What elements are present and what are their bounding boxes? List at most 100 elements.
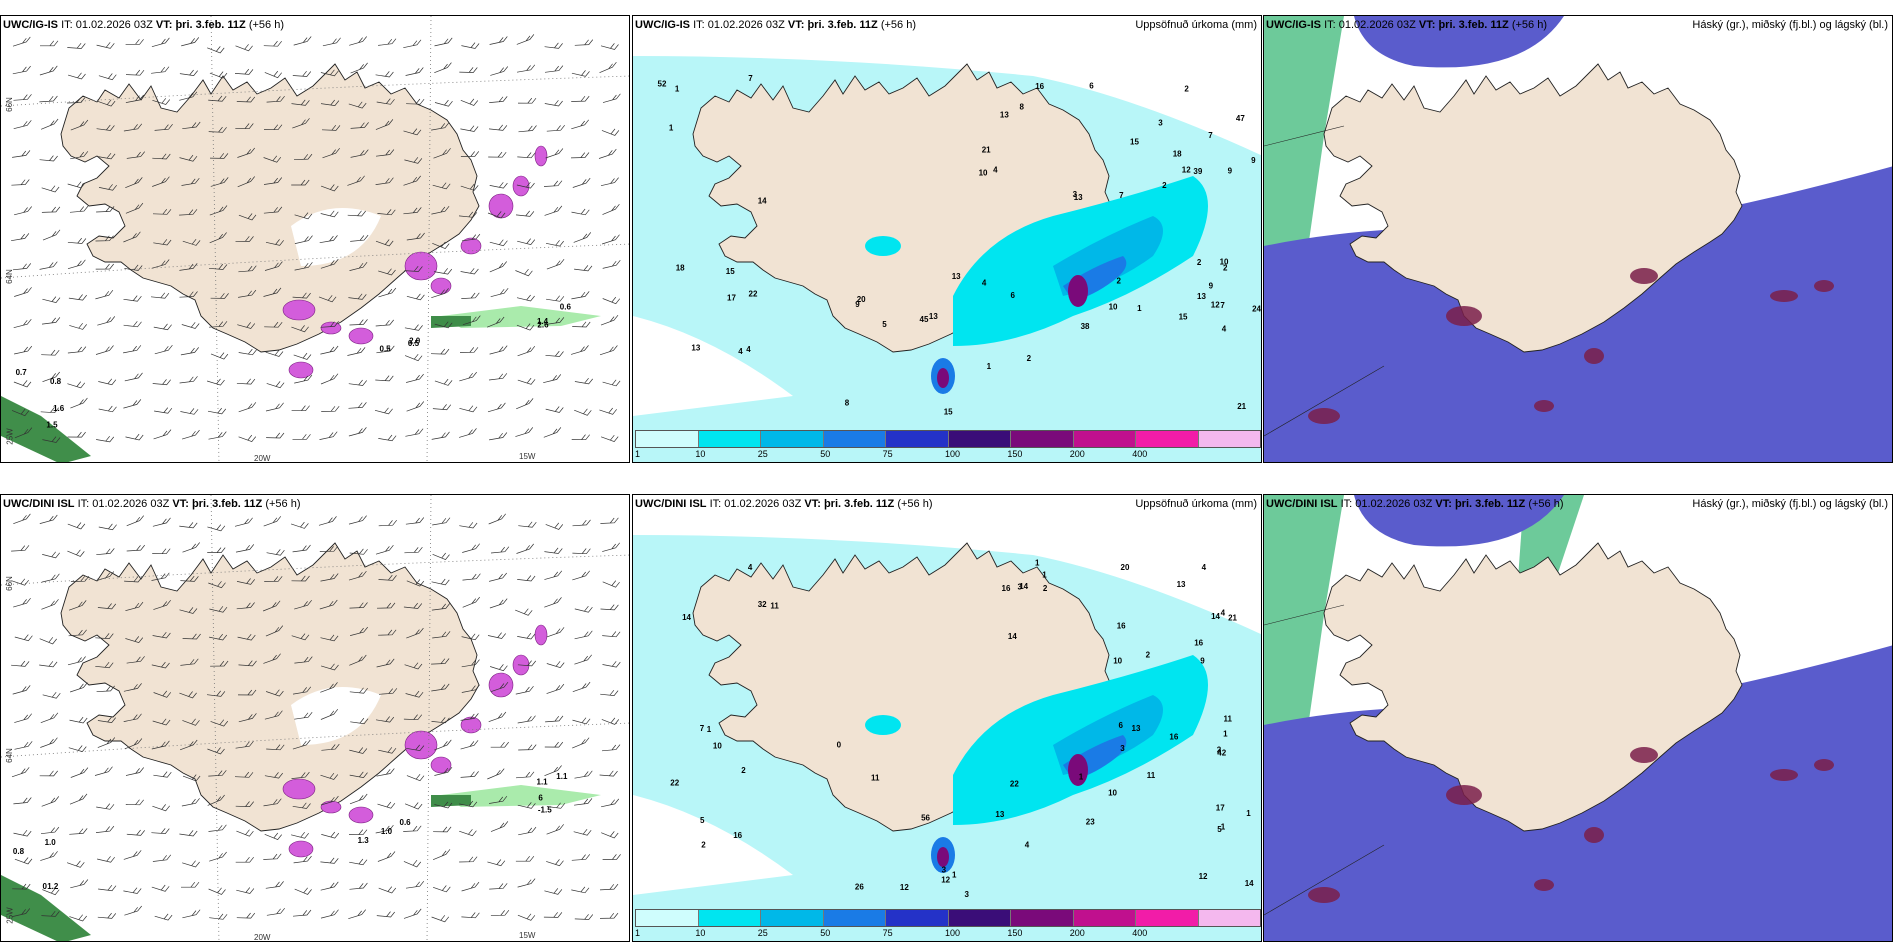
wind-barb [459, 347, 479, 353]
wind-barb [406, 98, 425, 105]
wind-barb [13, 597, 31, 608]
wind-barb [517, 238, 536, 245]
precip-value-label: 2 [1162, 181, 1167, 190]
wind-barb [375, 239, 394, 247]
wind-barb [97, 316, 116, 326]
wind-value-label: 1.0 [45, 838, 57, 847]
wind-barb [96, 124, 115, 131]
lead-time: (+56 h) [1511, 19, 1547, 31]
wind-barb [125, 767, 144, 776]
wind-barb [434, 37, 453, 47]
valid-time-label: VT: [155, 19, 173, 31]
wind-barb [125, 799, 144, 806]
wind-barb [40, 40, 59, 47]
wind-barb [292, 434, 311, 440]
precip-value-label: 2 [1223, 264, 1228, 273]
precip-value-label: 21 [982, 146, 991, 155]
wind-barb [320, 909, 339, 919]
precip-value-label: 9 [1251, 156, 1256, 165]
wind-barb [431, 578, 450, 586]
wind-barb [545, 148, 564, 159]
wind-barb [179, 607, 198, 614]
wind-barb [207, 46, 225, 54]
wind-barb [378, 574, 397, 581]
wind-barb [69, 682, 88, 693]
precip-value-label: 18 [1173, 150, 1182, 159]
model-name: UWC/DINI ISL [3, 498, 75, 510]
wind-barb [462, 573, 481, 581]
wind-barb [403, 825, 422, 832]
legend-swatch [636, 431, 699, 447]
wind-barb [153, 771, 172, 778]
wind-barb [572, 737, 590, 749]
wind-barb [42, 551, 60, 559]
wind-barb [179, 522, 198, 529]
precip-value-label: 14 [758, 196, 767, 205]
wind-barb [318, 516, 337, 526]
wind-barb [179, 376, 198, 384]
mid-cloud-area [1814, 280, 1834, 292]
wind-barb [291, 99, 310, 106]
wind-barb [294, 374, 313, 384]
precip-value-label: 2 [1043, 584, 1048, 593]
wind-barb [516, 294, 535, 302]
wind-barb [599, 61, 617, 74]
wind-barb [293, 855, 312, 864]
wind-barb [151, 661, 170, 669]
wind-barb [67, 431, 86, 438]
wind-barb [570, 152, 590, 159]
map-panel-p1: 1.5 2.6 2.0 0.8 0.6 0.5 1.6 1.4 0.5 0.7 UWC/IG-IS … [0, 15, 630, 463]
wind-barb [318, 295, 337, 303]
wind-barb [265, 881, 284, 889]
precip-value-label: 15 [1130, 138, 1139, 147]
wind-barb [179, 739, 198, 751]
wind-barb [125, 202, 144, 214]
wind-barb [349, 602, 368, 609]
wind-barb [432, 404, 452, 411]
lon-15w-line [426, 16, 432, 462]
wind-barb [434, 739, 452, 751]
wind-barb [598, 148, 617, 159]
wind-barb [347, 175, 365, 186]
wind-barb [571, 95, 590, 102]
precip-value-label: 1 [1221, 823, 1226, 832]
wind-barb [601, 128, 620, 136]
snow-area [348, 806, 374, 824]
wind-barb [489, 572, 507, 582]
wind-barb [376, 345, 395, 354]
wind-barb [574, 377, 593, 385]
wind-barb [517, 660, 537, 667]
wind-barb [349, 261, 368, 271]
wind-barb [406, 773, 425, 782]
wind-barb [11, 408, 30, 417]
dry-area [633, 495, 1261, 635]
rain-band [431, 316, 471, 328]
wind-barb [291, 575, 310, 582]
wind-barb [320, 634, 339, 642]
wind-barb [210, 177, 229, 187]
wind-barb [375, 149, 395, 157]
wind-barb [125, 636, 144, 644]
wind-barb [376, 602, 396, 609]
init-time: 01.02.2026 03Z [707, 19, 785, 31]
precip-area [1068, 275, 1088, 307]
wind-barb [432, 885, 451, 893]
wind-barb [39, 514, 58, 524]
wind-barb [376, 911, 395, 918]
precip-value-label: 22 [1010, 779, 1019, 788]
wind-barb [294, 235, 313, 244]
wind-barb [95, 289, 114, 300]
wind-barb [265, 349, 284, 357]
wind-barb [264, 70, 282, 79]
wind-barb [234, 771, 254, 778]
wind-value-label: 6 [538, 794, 543, 803]
wind-barb [320, 573, 339, 582]
wind-barb [375, 375, 394, 382]
wind-barb [490, 821, 509, 832]
snow-area [404, 251, 438, 281]
wind-barb [151, 828, 170, 834]
precip-value-label: 7 [1220, 301, 1225, 310]
wind-barb [123, 887, 142, 894]
precip-value-label: 4 [738, 347, 743, 356]
wind-barb [67, 259, 86, 270]
